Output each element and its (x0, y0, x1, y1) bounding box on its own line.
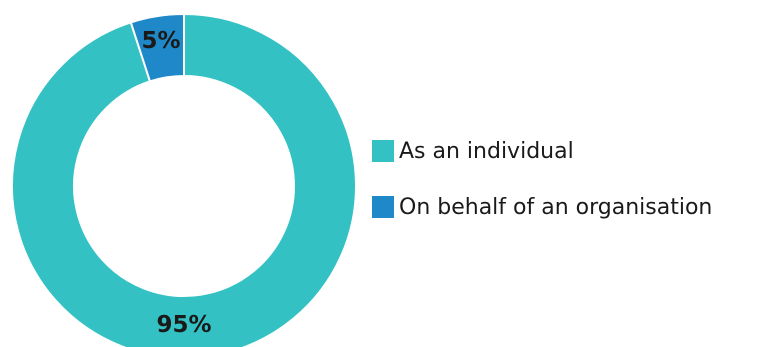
slice-individual (11, 12, 357, 347)
data-label-organisation: 5% (141, 28, 180, 54)
legend-swatch-individual (372, 140, 394, 162)
legend-label-organisation: On behalf of an organisation (399, 194, 713, 220)
data-label-individual: 95% (156, 312, 211, 338)
donut-slices (11, 12, 357, 347)
legend-item-individual: As an individual (372, 136, 712, 166)
legend: As an individual On behalf of an organis… (372, 136, 712, 248)
legend-swatch-organisation (372, 196, 394, 218)
donut-chart: 95% 5% (11, 12, 357, 347)
legend-item-organisation: On behalf of an organisation (372, 192, 712, 222)
slice-organisation (129, 12, 185, 83)
data-labels: 95% 5% (141, 28, 211, 338)
legend-label-individual: As an individual (399, 138, 574, 164)
